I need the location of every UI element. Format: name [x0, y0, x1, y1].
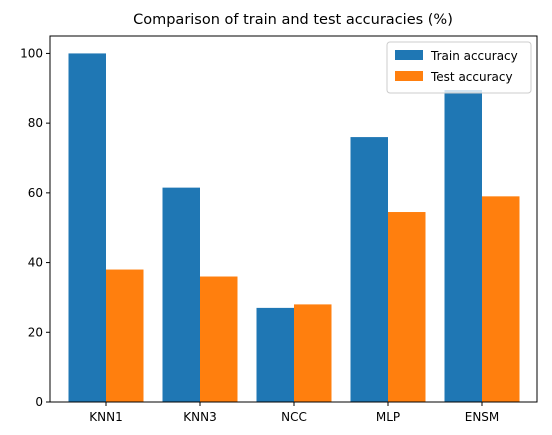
bar-knn1-test: [106, 269, 144, 402]
bar-ensm-test: [482, 196, 520, 402]
y-tick-label: 60: [28, 186, 43, 200]
y-tick-label: 100: [20, 46, 43, 60]
bar-knn3-test: [200, 276, 238, 402]
x-tick-label: ENSM: [465, 410, 500, 424]
x-tick-label: KNN1: [89, 410, 122, 424]
bar-mlp-train: [350, 137, 388, 403]
bar-mlp-test: [388, 212, 426, 402]
bar-ncc-train: [256, 307, 294, 402]
y-tick-label: 40: [28, 256, 43, 270]
legend-swatch: [395, 71, 423, 81]
chart-title: Comparison of train and test accuracies …: [133, 12, 453, 28]
axes-group: 0 20 40 60 80 100 KNN1 KNN3 NCC MLP ENSM: [20, 35, 538, 424]
bar-knn3-train: [162, 187, 200, 402]
bar-ensm-train: [444, 90, 482, 403]
legend: Train accuracy Test accuracy: [386, 41, 532, 94]
legend-label: Test accuracy: [430, 70, 513, 84]
x-tick-label: MLP: [376, 410, 400, 424]
x-tick-label: NCC: [281, 410, 307, 424]
legend-label: Train accuracy: [430, 49, 518, 63]
legend-swatch: [395, 50, 423, 60]
x-tick-label: KNN3: [183, 410, 216, 424]
y-tick-label: 80: [28, 116, 43, 130]
y-tick-label: 20: [28, 325, 43, 339]
bars-group: [68, 53, 520, 403]
y-tick-label: 0: [35, 395, 43, 409]
bar-ncc-test: [294, 304, 332, 402]
bar-knn1-train: [68, 53, 106, 403]
